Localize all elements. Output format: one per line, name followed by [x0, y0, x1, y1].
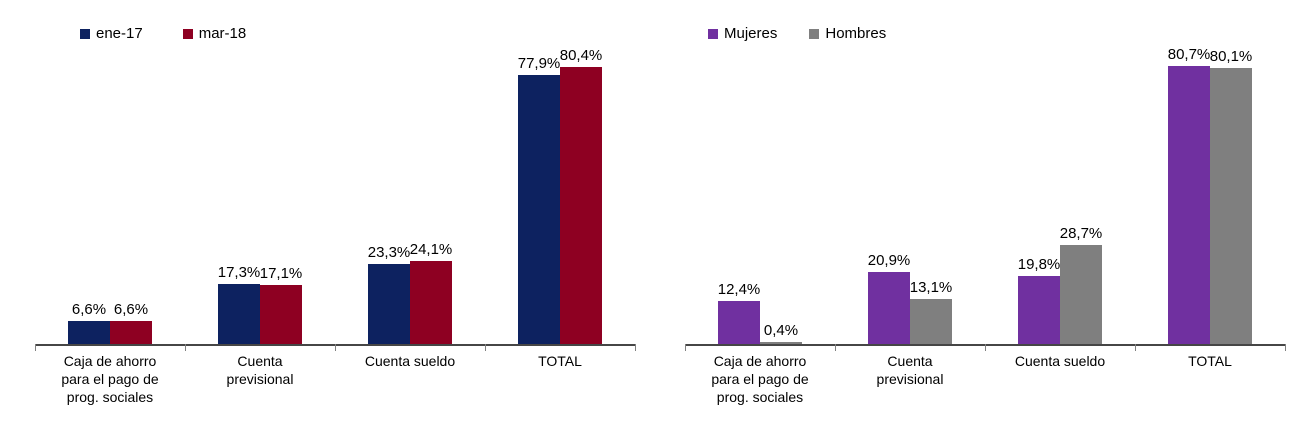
- category-label-cuenta-previsional: Cuenta previsional: [835, 352, 985, 406]
- bar-hombres-total: 80,1%: [1210, 49, 1252, 344]
- category-axis-labels: Caja de ahorro para el pago de prog. socia…: [685, 352, 1285, 406]
- legend-item-mar-18: mar-18: [182, 25, 247, 42]
- legend-label: Mujeres: [724, 25, 778, 42]
- bar-ene-17-cuenta-sueldo: 23,3%: [368, 245, 410, 344]
- category-label-line: previsional: [226, 371, 294, 387]
- bar-hombres-cuenta-sueldo: 28,7%: [1060, 226, 1102, 344]
- bar-group-caja-de-ahorro-para-el-p: 6,6% 6,6%: [35, 302, 185, 344]
- category-label-cuenta-sueldo: Cuenta sueldo: [335, 352, 485, 406]
- value-label: 77,9%: [517, 55, 561, 72]
- legend-label: mar-18: [198, 25, 247, 42]
- plot-area: 6,6% 6,6% 17,3% 17,1% 23,3% 24,1% 77,9% 80,4%: [35, 32, 636, 351]
- legend-swatch-icon: [80, 28, 90, 39]
- axis-tick: [985, 344, 986, 351]
- bar-hombres-caja-de-ahorro-para-el-p: 0,4%: [760, 323, 802, 344]
- axis-tick: [835, 344, 836, 351]
- value-label: 6,6%: [113, 301, 149, 318]
- axis-tick: [335, 344, 336, 351]
- bar-mujeres-cuenta-previsional: 20,9%: [868, 253, 910, 344]
- bar-ene-17-caja-de-ahorro-para-el-p: 6,6%: [68, 302, 110, 344]
- bar-group-cuenta-previsional: 17,3% 17,1%: [185, 265, 335, 344]
- category-label-line: TOTAL: [538, 353, 582, 369]
- bar-mar-18-cuenta-sueldo: 24,1%: [410, 242, 452, 344]
- value-label: 13,1%: [909, 279, 953, 296]
- bar-group-total: 77,9% 80,4%: [485, 48, 635, 344]
- category-label-total: TOTAL: [485, 352, 635, 406]
- value-label: 12,4%: [717, 281, 761, 298]
- chart-mujeres-hombres: Mujeres Hombres 12,4% 0,4% 20,9% 13,1% 19,8% 2…: [650, 0, 1300, 446]
- category-label-line: previsional: [876, 371, 944, 387]
- value-label: 19,8%: [1017, 256, 1061, 273]
- category-label-line: prog. sociales: [66, 389, 154, 405]
- category-label-total: TOTAL: [1135, 352, 1285, 406]
- value-label: 23,3%: [367, 244, 411, 261]
- value-label: 24,1%: [409, 241, 453, 258]
- value-label: 80,4%: [559, 47, 603, 64]
- value-label: 17,3%: [217, 264, 261, 281]
- bar-group-cuenta-sueldo: 19,8% 28,7%: [985, 226, 1135, 344]
- axis-tick: [185, 344, 186, 351]
- bar-ene-17-total: 77,9%: [518, 56, 560, 344]
- value-label: 80,1%: [1209, 48, 1253, 65]
- bar-mar-18-caja-de-ahorro-para-el-p: 6,6%: [110, 302, 152, 344]
- bar-group-caja-de-ahorro-para-el-p: 12,4% 0,4%: [685, 282, 835, 344]
- bar-group-cuenta-previsional: 20,9% 13,1%: [835, 253, 985, 344]
- bar-mujeres-cuenta-sueldo: 19,8%: [1018, 257, 1060, 344]
- category-label-line: Cuenta: [887, 353, 933, 369]
- category-label-line: Cuenta: [237, 353, 283, 369]
- value-label: 28,7%: [1059, 225, 1103, 242]
- bar-mar-18-cuenta-previsional: 17,1%: [260, 266, 302, 344]
- category-label-line: para el pago de: [61, 371, 159, 387]
- legend-item-mujeres: Mujeres: [708, 26, 777, 41]
- bar-ene-17-cuenta-previsional: 17,3%: [218, 265, 260, 344]
- legend-label: ene-17: [96, 25, 143, 42]
- axis-tick: [635, 344, 636, 351]
- bar-hombres-cuenta-previsional: 13,1%: [910, 280, 952, 344]
- legend: Mujeres Hombres: [708, 26, 886, 41]
- value-label: 17,1%: [259, 265, 303, 282]
- category-label-caja-de-ahorro-para-el-p: Caja de ahorro para el pago de prog. socia…: [685, 352, 835, 406]
- axis-tick: [1135, 344, 1136, 351]
- plot-area: 12,4% 0,4% 20,9% 13,1% 19,8% 28,7% 80,7% 80,1%: [685, 32, 1286, 351]
- value-label: 6,6%: [71, 301, 107, 318]
- category-label-cuenta-sueldo: Cuenta sueldo: [985, 352, 1135, 406]
- value-label: 0,4%: [763, 322, 799, 339]
- legend-swatch-icon: [809, 28, 820, 39]
- bar-mujeres-total: 80,7%: [1168, 47, 1210, 344]
- category-label-line: Caja de ahorro: [713, 353, 807, 369]
- axis-tick: [685, 344, 686, 351]
- category-axis-labels: Caja de ahorro para el pago de prog. socia…: [35, 352, 635, 406]
- bar-mar-18-total: 80,4%: [560, 48, 602, 344]
- legend-label: Hombres: [825, 25, 887, 42]
- legend-item-hombres: Hombres: [809, 26, 886, 41]
- legend-swatch-icon: [708, 28, 718, 39]
- category-label-caja-de-ahorro-para-el-p: Caja de ahorro para el pago de prog. socia…: [35, 352, 185, 406]
- axis-tick: [1285, 344, 1286, 351]
- chart-ene17-mar18: ene-17 mar-18 6,6% 6,6% 17,3% 17,1% 23,3% 24,1…: [35, 26, 636, 406]
- axis-tick: [35, 344, 36, 351]
- category-label-line: Cuenta sueldo: [364, 353, 456, 369]
- legend: ene-17 mar-18: [80, 26, 246, 41]
- category-label-line: TOTAL: [1188, 353, 1232, 369]
- category-label-cuenta-previsional: Cuenta previsional: [185, 352, 335, 406]
- bar-group-total: 80,7% 80,1%: [1135, 47, 1285, 344]
- category-label-line: Cuenta sueldo: [1014, 353, 1106, 369]
- category-label-line: para el pago de: [711, 371, 809, 387]
- bar-mujeres-caja-de-ahorro-para-el-p: 12,4%: [718, 282, 760, 344]
- category-label-line: Caja de ahorro: [63, 353, 157, 369]
- legend-item-ene-17: ene-17: [80, 26, 143, 41]
- category-label-line: prog. sociales: [716, 389, 804, 405]
- value-label: 80,7%: [1167, 46, 1211, 63]
- value-label: 20,9%: [867, 252, 911, 269]
- legend-swatch-icon: [182, 28, 193, 39]
- bar-group-cuenta-sueldo: 23,3% 24,1%: [335, 242, 485, 344]
- axis-tick: [485, 344, 486, 351]
